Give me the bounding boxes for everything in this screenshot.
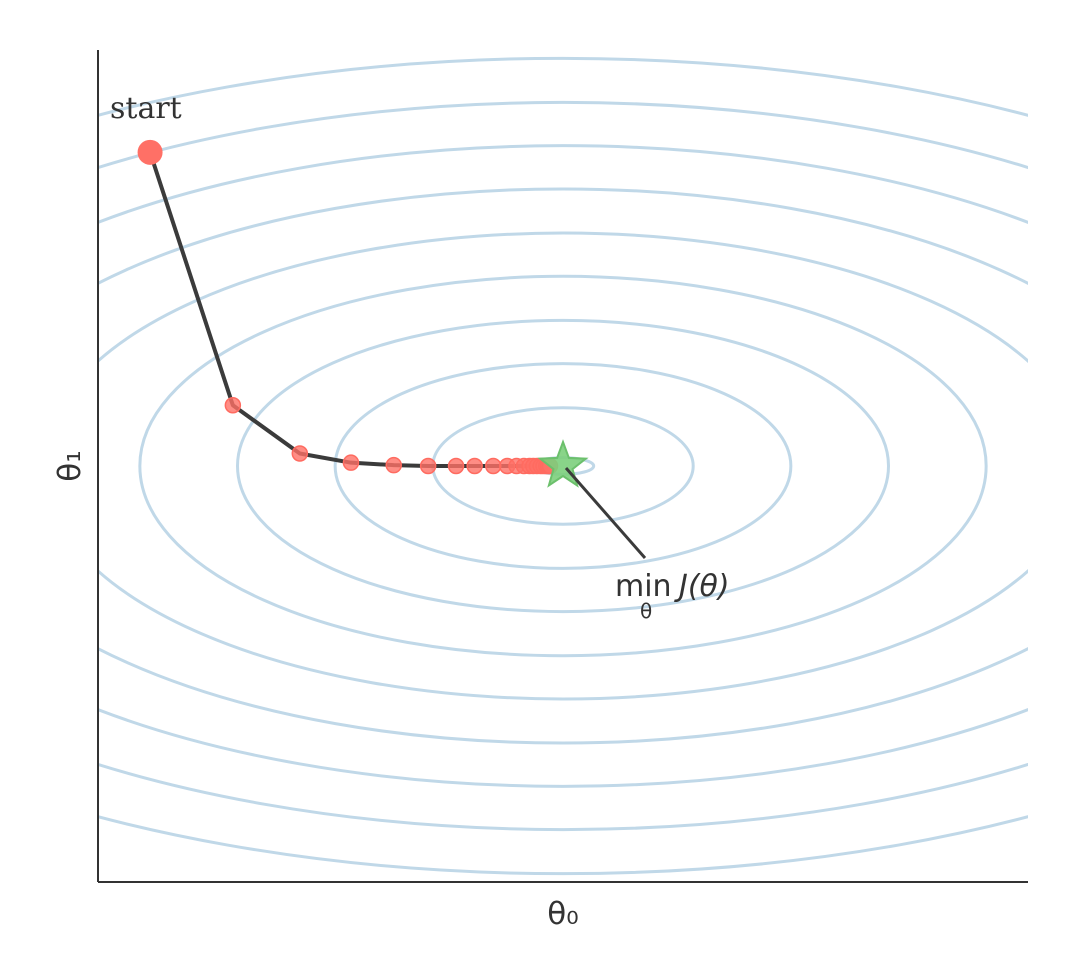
- descent-points: [137, 139, 559, 475]
- contour-ring-8: [98, 144, 1028, 788]
- contour-ring-10: [98, 56, 1028, 876]
- descent-point-7: [466, 457, 483, 475]
- contour-ring-3: [333, 362, 793, 570]
- minimum-annotation-sub: θ: [640, 599, 652, 623]
- descent-point-6: [447, 457, 465, 475]
- descent-point-5: [419, 457, 437, 475]
- descent-point-1: [224, 397, 242, 414]
- x-axis-label: θ₀: [547, 896, 578, 932]
- minimum-marker: [537, 439, 589, 488]
- descent-point-2: [291, 445, 309, 462]
- descent-point-3: [342, 454, 360, 471]
- minimum-annotation-func: J(θ): [674, 569, 730, 604]
- descent-point-4: [385, 456, 402, 474]
- minimum-annotation-min: min: [615, 569, 672, 604]
- contour-ring-9: [98, 101, 1028, 831]
- contour-lines: [98, 56, 1028, 876]
- contour-ring-6: [98, 231, 1028, 701]
- minimum-star: [537, 439, 589, 488]
- contour-ring-7: [98, 187, 1028, 745]
- start-point: [137, 139, 163, 165]
- contour-ring-4: [236, 318, 890, 614]
- contour-ring-5: [138, 274, 988, 658]
- descent-point-8: [485, 457, 502, 475]
- minimum-leader-line: [564, 467, 647, 559]
- y-axis-label: θ₁: [52, 450, 88, 481]
- start-annotation: start: [110, 91, 182, 126]
